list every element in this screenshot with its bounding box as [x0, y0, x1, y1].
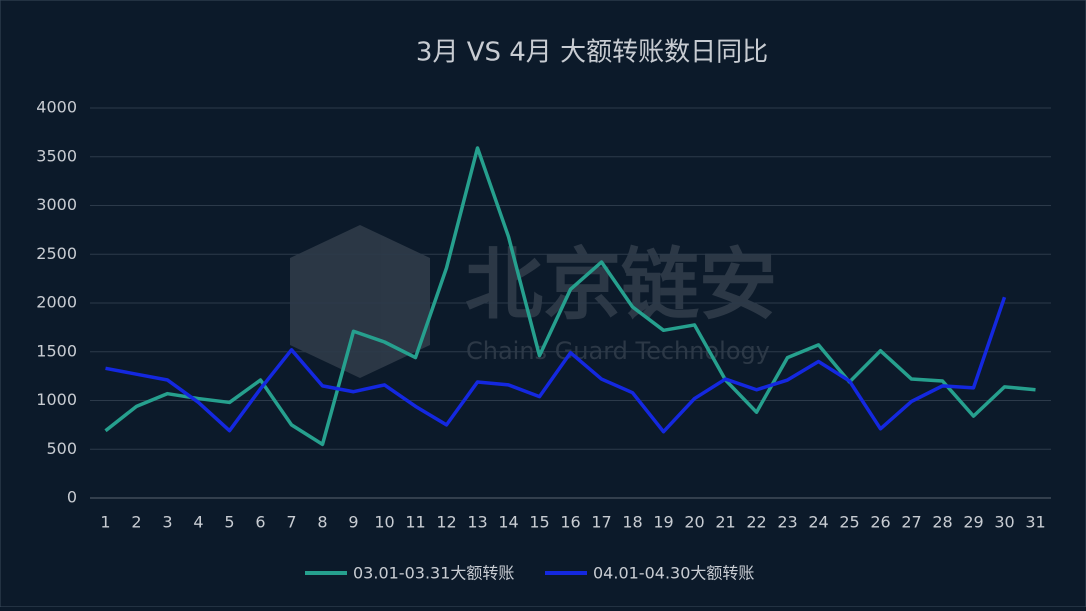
y-tick-label: 2500: [36, 244, 77, 263]
x-tick-label: 18: [622, 513, 642, 532]
x-tick-label: 12: [436, 513, 456, 532]
y-tick-label: 3500: [36, 146, 77, 165]
x-tick-label: 14: [498, 513, 518, 532]
watermark: 北京链安 Chains Guard Technology: [290, 225, 777, 378]
x-tick-label: 4: [193, 513, 203, 532]
x-tick-label: 9: [348, 513, 358, 532]
y-tick-label: 3000: [36, 195, 77, 214]
x-tick-label: 26: [870, 513, 890, 532]
y-tick-label: 1000: [36, 390, 77, 409]
y-tick-label: 1500: [36, 341, 77, 360]
x-tick-label: 28: [932, 513, 952, 532]
y-tick-label: 0: [67, 488, 77, 507]
x-tick-label: 25: [839, 513, 859, 532]
x-tick-label: 8: [317, 513, 327, 532]
x-tick-label: 31: [1025, 513, 1045, 532]
x-tick-label: 11: [405, 513, 425, 532]
x-tick-label: 16: [560, 513, 580, 532]
x-tick-label: 17: [591, 513, 611, 532]
series-line: [105, 296, 1007, 434]
x-tick-label: 7: [286, 513, 296, 532]
x-tick-label: 1: [100, 513, 110, 532]
legend-label: 03.01-03.31大额转账: [353, 564, 514, 583]
x-tick-label: 6: [255, 513, 265, 532]
x-tick-label: 22: [746, 513, 766, 532]
x-tick-label: 20: [684, 513, 704, 532]
x-tick-label: 27: [901, 513, 921, 532]
x-tick-label: 10: [374, 513, 394, 532]
watermark-subtitle: Chains Guard Technology: [466, 337, 770, 365]
y-tick-label: 2000: [36, 293, 77, 312]
watermark-logo: [290, 225, 430, 378]
x-tick-label: 23: [777, 513, 797, 532]
watermark-title: 北京链安: [465, 240, 777, 330]
x-tick-label: 2: [131, 513, 141, 532]
x-tick-label: 3: [162, 513, 172, 532]
x-tick-label: 13: [467, 513, 487, 532]
x-tick-label: 19: [653, 513, 673, 532]
y-tick-label: 4000: [36, 98, 77, 117]
x-tick-label: 29: [963, 513, 983, 532]
chart-title: 3月 VS 4月 大额转账数日同比: [416, 38, 768, 68]
x-tick-label: 15: [529, 513, 549, 532]
x-tick-label: 21: [715, 513, 735, 532]
y-tick-label: 500: [46, 439, 77, 458]
series-line: [104, 146, 1036, 447]
legend-label: 04.01-04.30大额转账: [593, 564, 754, 583]
x-tick-label: 24: [808, 513, 828, 532]
x-tick-label: 5: [224, 513, 234, 532]
x-tick-label: 30: [994, 513, 1014, 532]
